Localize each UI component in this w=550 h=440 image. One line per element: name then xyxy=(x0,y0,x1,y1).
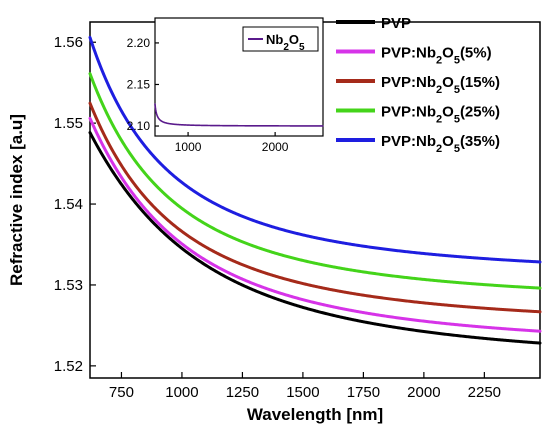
inset-legend-label: Nb2O5 xyxy=(266,32,305,53)
legend-label-part: 2 xyxy=(436,84,442,96)
inset-legend: Nb2O5 xyxy=(242,26,319,53)
main-legend: PVPPVP:Nb2O5(5%)PVP:Nb2O5(15%)PVP:Nb2O5(… xyxy=(336,15,500,155)
legend-label-part: (5%) xyxy=(460,45,492,62)
legend-label-part: 5 xyxy=(454,84,460,96)
main-x-tick-label: 1000 xyxy=(165,384,198,401)
legend-label-part: (35%) xyxy=(460,133,500,150)
main-y-tick-label: 1.56 xyxy=(54,34,83,51)
inset-series-lines xyxy=(154,103,324,127)
legend-label-part: O xyxy=(442,45,454,62)
main-series-lines xyxy=(88,35,542,345)
main-y-tick-label: 1.55 xyxy=(54,115,83,132)
legend-label-part: O xyxy=(442,133,454,150)
legend-label-part: O xyxy=(442,104,454,121)
main-series-line xyxy=(88,35,542,264)
legend-label-part: (15%) xyxy=(460,74,500,91)
legend-label-part: PVP xyxy=(381,15,411,32)
legend-entry-label: PVP:Nb2O5(5%) xyxy=(381,45,492,67)
main-series-line xyxy=(88,72,542,290)
inset-y-tick-label: 2.15 xyxy=(127,77,151,91)
main-x-tick-label: 2250 xyxy=(468,384,501,401)
inset-legend-label-part: O xyxy=(289,32,299,47)
legend-label-part: PVP:Nb xyxy=(381,133,436,150)
inset-series-line xyxy=(154,103,324,127)
legend-label-part: 2 xyxy=(436,143,442,155)
main-x-tick-label: 1250 xyxy=(226,384,259,401)
legend-entry-label: PVP:Nb2O5(15%) xyxy=(381,74,500,96)
legend-label-part: PVP:Nb xyxy=(381,45,436,62)
main-x-tick-label: 750 xyxy=(109,384,134,401)
inset-y-tick-label: 2.20 xyxy=(127,36,151,50)
legend-entry-label: PVP:Nb2O5(35%) xyxy=(381,133,500,155)
legend-label-part: 2 xyxy=(436,114,442,126)
inset-y-tick-label: 2.10 xyxy=(127,119,151,133)
legend-label-part: 5 xyxy=(454,114,460,126)
inset-legend-label-part: Nb xyxy=(266,32,283,47)
legend-label-part: PVP:Nb xyxy=(381,104,436,121)
legend-label-part: 2 xyxy=(436,55,442,67)
inset-x-tick-label: 2000 xyxy=(262,140,289,154)
main-x-tick-label: 1500 xyxy=(286,384,319,401)
legend-label-part: PVP:Nb xyxy=(381,74,436,91)
legend-label-part: 5 xyxy=(454,143,460,155)
main-y-tick-label: 1.54 xyxy=(54,196,83,213)
inset-legend-label-part: 5 xyxy=(299,42,305,53)
inset-axis-ticks: 1000 2000 2.10 2.15 2.20 xyxy=(127,36,289,154)
legend-label-part: O xyxy=(442,74,454,91)
x-axis-title: Wavelength [nm] xyxy=(247,405,383,424)
y-axis-title: Refractive index [a.u] xyxy=(7,114,26,286)
main-series-line xyxy=(88,116,542,333)
legend-entry-label: PVP xyxy=(381,15,411,32)
main-axis-ticks: 750 1000 1250 1500 1750 2000 2250 1.52 1.53 1.54 1… xyxy=(54,34,501,401)
main-x-tick-label: 1750 xyxy=(347,384,380,401)
main-x-tick-label: 2000 xyxy=(407,384,440,401)
inset-x-tick-label: 1000 xyxy=(175,140,202,154)
main-series-line xyxy=(88,101,542,314)
legend-entry-label: PVP:Nb2O5(25%) xyxy=(381,104,500,126)
legend-label-part: 5 xyxy=(454,55,460,67)
main-y-tick-label: 1.53 xyxy=(54,277,83,294)
legend-label-part: (25%) xyxy=(460,104,500,121)
inset-legend-label-part: 2 xyxy=(283,42,289,53)
main-y-tick-label: 1.52 xyxy=(54,358,83,375)
main-series-line xyxy=(88,131,542,345)
